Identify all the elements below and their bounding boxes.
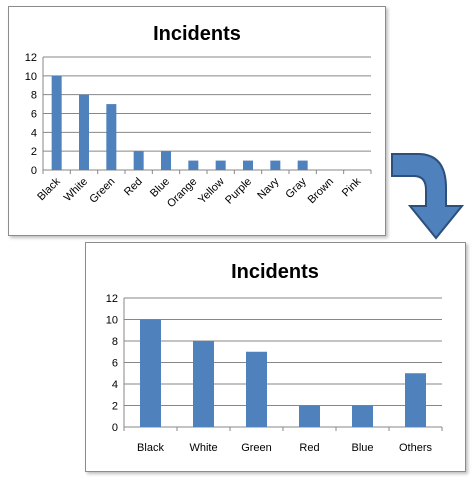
- bar-red: [299, 405, 320, 427]
- x-category-label: Pink: [340, 175, 364, 199]
- y-tick-label: 2: [31, 146, 37, 158]
- chart-title: Incidents: [231, 261, 319, 283]
- y-tick-label: 8: [112, 336, 118, 348]
- y-tick-label: 6: [112, 358, 118, 370]
- x-category-label: Red: [122, 176, 145, 199]
- x-category-label: Navy: [255, 175, 282, 202]
- y-tick-label: 4: [31, 127, 37, 139]
- y-tick-label: 4: [112, 379, 118, 391]
- bar-blue: [352, 405, 373, 427]
- chart-svg-grouped: Incidents 0 2 4 6 8 10 12 Black White Green Red Blu…: [106, 261, 443, 454]
- x-category-label: Blue: [351, 442, 373, 454]
- x-category-label: Orange: [165, 176, 199, 210]
- bar-blue: [161, 151, 171, 170]
- bar-green: [106, 104, 117, 170]
- bar-gray: [297, 160, 308, 170]
- bar-others: [405, 373, 426, 427]
- x-category-label: Purple: [223, 176, 254, 207]
- bar-white: [79, 94, 89, 170]
- x-category-label: Green: [241, 442, 272, 454]
- x-category-label: Others: [399, 442, 433, 454]
- arrow-shape: [391, 153, 465, 240]
- bar-white: [193, 341, 214, 427]
- y-tick-label: 8: [31, 90, 37, 102]
- y-tick-label: 10: [25, 71, 37, 83]
- bar-yellow: [215, 160, 226, 170]
- x-category-label: Red: [299, 442, 319, 454]
- bar-orange: [188, 160, 199, 170]
- x-category-label: White: [62, 176, 90, 204]
- chart-panel-detailed: Incidents 0 2 4 6 8 10 12 Black White Green Red Blu…: [8, 6, 386, 236]
- x-category-label: Brown: [306, 176, 337, 207]
- curved-arrow-down-icon: [391, 153, 465, 240]
- x-category-label: Blue: [148, 176, 172, 200]
- chart-panel-grouped: Incidents 0 2 4 6 8 10 12 Black White Green Red Blu…: [85, 242, 466, 472]
- bar-black: [51, 75, 62, 170]
- x-category-label: Yellow: [196, 176, 227, 207]
- x-category-label: White: [189, 442, 217, 454]
- y-tick-label: 6: [31, 109, 37, 121]
- chart-title: Incidents: [153, 23, 241, 45]
- y-tick-label: 0: [112, 422, 118, 434]
- x-category-label: Black: [137, 442, 164, 454]
- x-category-label: Green: [87, 176, 117, 206]
- y-tick-label: 10: [106, 315, 118, 327]
- y-tick-label: 12: [25, 52, 37, 64]
- bar-navy: [270, 160, 281, 170]
- x-category-label: Black: [35, 175, 63, 203]
- plot-area: 0 2 4 6 8 10 12 Black White Green Red Blue Others: [106, 293, 443, 454]
- y-tick-label: 12: [106, 293, 118, 305]
- bar-purple: [243, 160, 253, 170]
- bar-green: [246, 351, 267, 427]
- y-tick-label: 2: [112, 401, 118, 413]
- bar-red: [133, 151, 144, 170]
- y-tick-label: 0: [31, 165, 37, 177]
- bar-black: [140, 319, 161, 427]
